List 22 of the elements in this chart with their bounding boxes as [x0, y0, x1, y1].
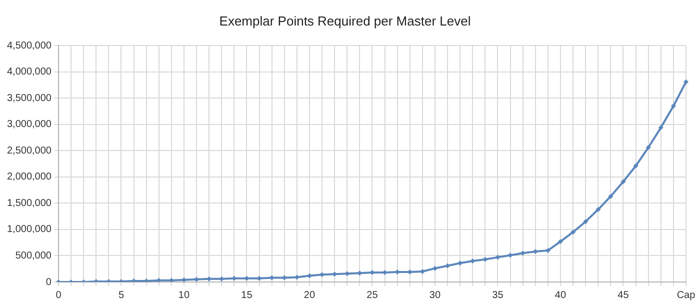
- y-tick-label: 1,000,000: [6, 224, 52, 236]
- x-tick-label: Cap: [676, 290, 696, 301]
- x-tick-label: 15: [241, 290, 253, 301]
- x-tick-label: 25: [366, 290, 378, 301]
- y-tick-label: 1,500,000: [6, 198, 52, 209]
- x-tick-label: 30: [429, 290, 441, 301]
- x-tick-label: 20: [304, 290, 316, 301]
- y-tick-label: 4,500,000: [6, 40, 52, 52]
- chart-title: Exemplar Points Required per Master Level: [219, 13, 471, 28]
- y-tick-label: 3,000,000: [6, 119, 52, 130]
- y-tick-label: 3,500,000: [6, 92, 52, 104]
- x-tick-label: 35: [492, 290, 504, 301]
- y-tick-label: 2,000,000: [6, 172, 52, 183]
- y-tick-label: 4,000,000: [6, 66, 52, 78]
- x-tick-label: 5: [118, 290, 124, 301]
- x-tick-label: 0: [56, 290, 62, 301]
- y-tick-label: 0: [46, 276, 52, 288]
- x-tick-label: 45: [618, 290, 630, 301]
- y-tick-label: 2,500,000: [6, 145, 52, 156]
- x-tick-label: 10: [178, 290, 190, 301]
- y-tick-label: 500,000: [15, 250, 52, 262]
- x-tick-label: 40: [554, 290, 566, 301]
